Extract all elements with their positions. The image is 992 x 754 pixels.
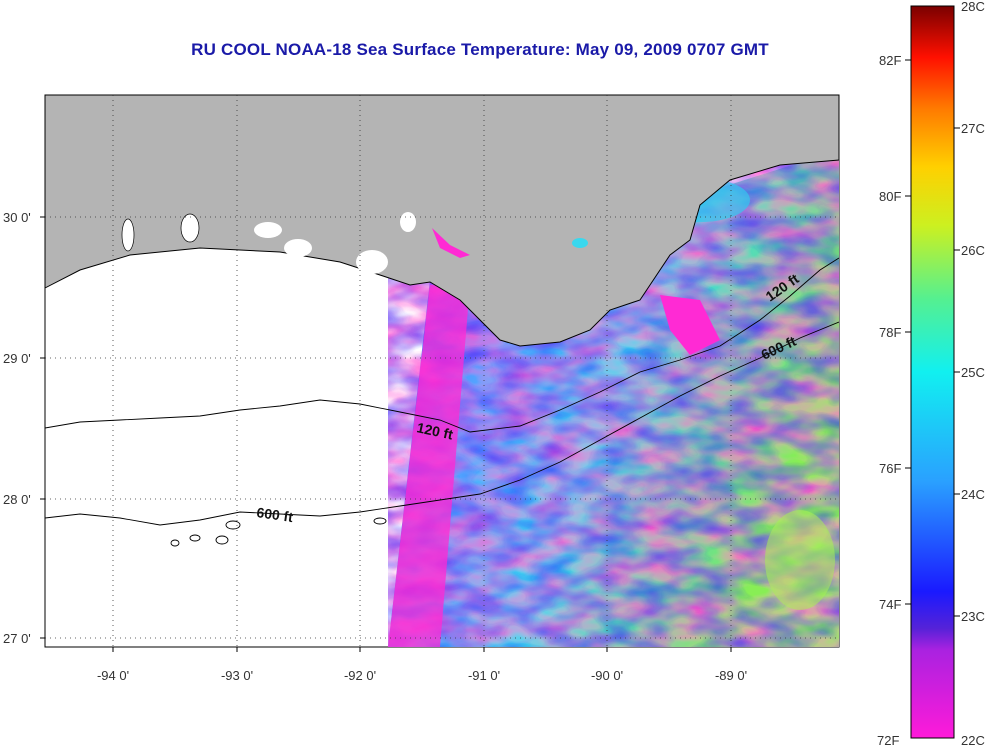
cb-f-80: 80F bbox=[879, 189, 901, 204]
lat-label-28: 28 0' bbox=[3, 492, 31, 507]
cb-f-76: 76F bbox=[879, 461, 901, 476]
lon-label-90: -90 0' bbox=[591, 668, 623, 683]
cb-c-26: 26C bbox=[961, 243, 985, 258]
lon-label-94: -94 0' bbox=[97, 668, 129, 683]
lon-label-92: -92 0' bbox=[344, 668, 376, 683]
cb-f-72: 72F bbox=[877, 733, 899, 748]
contour-120ft bbox=[45, 257, 839, 433]
cb-f-78: 78F bbox=[879, 325, 901, 340]
axis-ticks bbox=[40, 216, 732, 652]
land bbox=[45, 95, 839, 355]
lat-label-29: 29 0' bbox=[3, 351, 31, 366]
contour-label-600ft-west: 600 ft bbox=[256, 504, 295, 525]
cb-c-28: 28C bbox=[961, 0, 985, 14]
map-title: RU COOL NOAA-18 Sea Surface Temperature:… bbox=[191, 40, 769, 59]
cb-f-82: 82F bbox=[879, 53, 901, 68]
lon-label-91: -91 0' bbox=[468, 668, 500, 683]
cb-f-74: 74F bbox=[879, 597, 901, 612]
lat-label-27: 27 0' bbox=[3, 631, 31, 646]
contour-600ft bbox=[45, 321, 839, 526]
colorbar: 82F 80F 78F 76F 74F 72F 28C 27C 26C 25C … bbox=[877, 0, 985, 748]
cb-c-25: 25C bbox=[961, 365, 985, 380]
bathymetry-contours bbox=[45, 257, 839, 547]
cb-c-23: 23C bbox=[961, 609, 985, 624]
contour-label-120ft-west: 120 ft bbox=[415, 419, 454, 442]
cb-c-24: 24C bbox=[961, 487, 985, 502]
lon-label-89: -89 0' bbox=[715, 668, 747, 683]
lon-label-93: -93 0' bbox=[221, 668, 253, 683]
lat-label-30: 30 0' bbox=[3, 210, 31, 225]
cb-c-27: 27C bbox=[961, 121, 985, 136]
cb-c-22: 22C bbox=[961, 733, 985, 748]
